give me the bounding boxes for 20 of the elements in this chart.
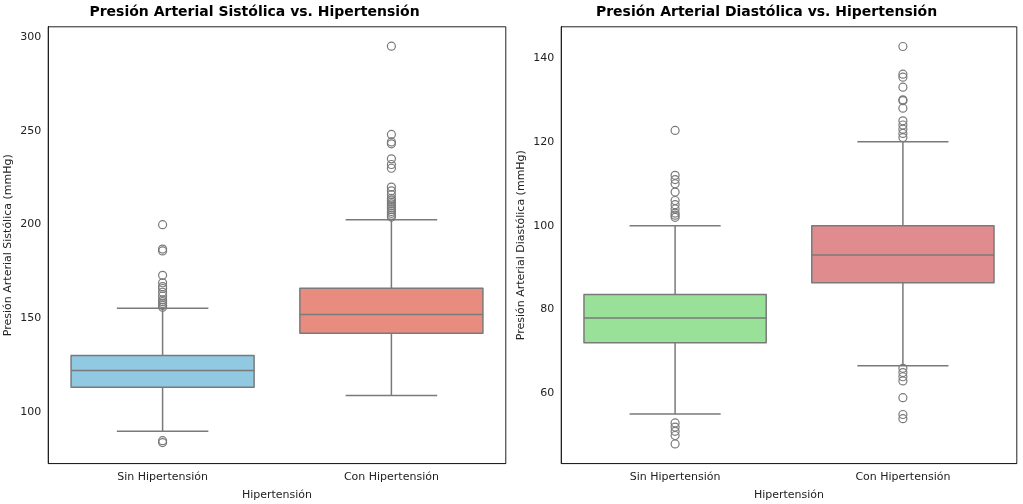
x-axis-title: Hipertensión bbox=[753, 488, 825, 502]
x-tick-label: Con Hipertensión bbox=[343, 470, 439, 484]
y-tick-label: 200 bbox=[20, 217, 42, 231]
y-tick-label: 100 bbox=[533, 218, 555, 232]
x-tick-label: Sin Hipertensión bbox=[629, 470, 721, 484]
x-tick-label: Sin Hipertensión bbox=[117, 470, 208, 484]
y-tick-label: 250 bbox=[20, 123, 42, 137]
chart-title: Presión Arterial Diastólica vs. Hipertensión bbox=[595, 3, 938, 20]
y-tick-label: 100 bbox=[20, 405, 42, 419]
y-tick-label: 140 bbox=[533, 50, 555, 64]
y-tick-label: 150 bbox=[20, 311, 42, 325]
y-axis-title: Presión Arterial Diastólica (mmHg) bbox=[514, 150, 528, 341]
y-tick-label: 300 bbox=[20, 29, 42, 43]
y-tick-label: 60 bbox=[540, 386, 555, 400]
x-tick-label: Con Hipertensión bbox=[855, 470, 951, 484]
y-axis-title: Presión Arterial Sistólica (mmHg) bbox=[1, 154, 15, 337]
y-tick-label: 120 bbox=[533, 134, 555, 148]
y-tick-label: 80 bbox=[540, 302, 555, 316]
chart-title: Presión Arterial Sistólica vs. Hipertensión bbox=[89, 3, 420, 20]
x-axis-title: Hipertensión bbox=[241, 488, 313, 502]
